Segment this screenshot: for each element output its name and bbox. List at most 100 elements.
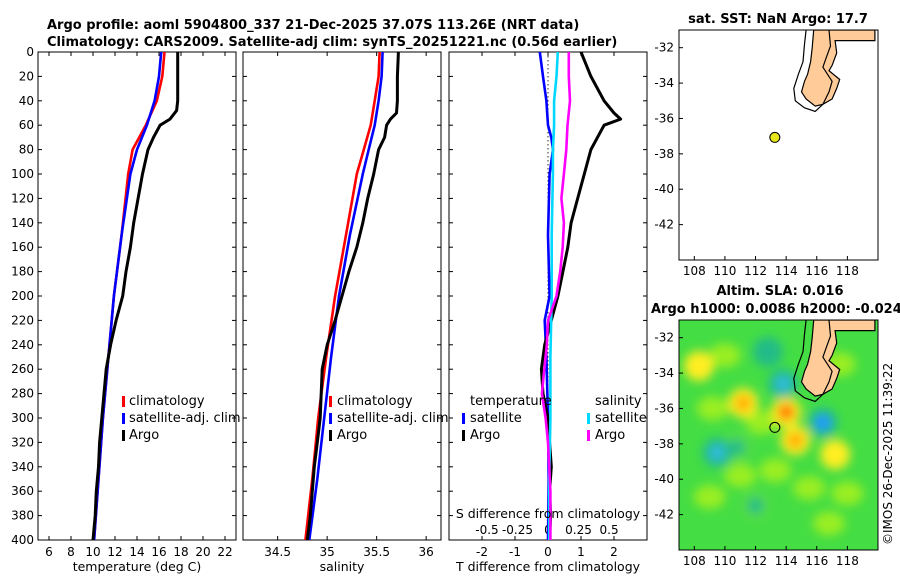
sla-feature-core: [827, 446, 844, 463]
x-tick-label: -2: [476, 545, 488, 559]
y-tick-label-depth: 60: [19, 118, 34, 132]
y-tick-label-depth: 380: [11, 509, 34, 523]
x-tick-label: 20: [195, 545, 210, 559]
y-tick-label-depth: 300: [11, 411, 34, 425]
y-tick-label-depth: 360: [11, 484, 34, 498]
sla-field-patch: [708, 343, 741, 368]
x-tick-label: 34.5: [264, 545, 291, 559]
s-diff-tick-label: 0.5: [600, 523, 619, 537]
figure-title-line2: Climatology: CARS2009. Satellite-adj cli…: [47, 35, 617, 50]
legend-swatch-s-argo: [587, 430, 590, 441]
y-tick-label-depth: 400: [11, 533, 34, 547]
legend-label-s-satellite: satellite: [595, 411, 647, 426]
sst-land-australia: [800, 30, 876, 107]
y-tick-label-depth: 80: [19, 143, 34, 157]
t-difference-xlabel: T difference from climatology: [455, 559, 641, 574]
temperature-panel: 6 8 10 12 14 16 18 20 22020406080100120140160180…: [11, 45, 241, 574]
legend-swatch-argo: [122, 430, 125, 441]
legend-swatch-t-satellite: [462, 413, 465, 424]
legend-label-climatology: climatology: [337, 394, 413, 409]
s-diff-tick-label: -0.5: [475, 523, 498, 537]
legend-swatch-s-satellite: [587, 413, 590, 424]
imos-timestamp: ©IMOS 26-Dec-2025 11:39:22: [881, 363, 895, 545]
s-difference-xlabel: S difference from climatology: [456, 506, 641, 521]
sla-field-patch: [724, 463, 757, 488]
sla-feature-core: [778, 404, 795, 420]
sla-field-patch: [813, 511, 846, 536]
y-tick-label-depth: 280: [11, 387, 34, 401]
map-x-tick-label: 118: [836, 264, 859, 278]
map-y-tick-label: -38: [654, 147, 674, 161]
x-tick-label: 0: [544, 545, 552, 559]
y-tick-label-depth: 120: [11, 191, 34, 205]
x-tick-label: 10: [85, 545, 100, 559]
map-x-tick-label: 118: [836, 554, 859, 568]
sla-field-patch: [693, 484, 726, 509]
map-y-tick-label: -34: [654, 76, 674, 90]
s-diff-tick-label: -0.25: [502, 523, 533, 537]
y-tick-label-depth: 20: [19, 69, 34, 83]
map-x-tick-label: 114: [775, 554, 798, 568]
map-y-tick-label: -36: [654, 401, 674, 415]
y-tick-label-depth: 220: [11, 313, 34, 327]
y-tick-label-depth: 140: [11, 216, 34, 230]
legend-label-t-argo: Argo: [470, 428, 500, 443]
series-line-t-satellite: [538, 52, 555, 540]
legend-label-t-satellite: satellite: [470, 411, 522, 426]
map-x-tick-label: 112: [744, 554, 767, 568]
sla-feature-core: [709, 444, 726, 461]
x-tick-label: 22: [217, 545, 232, 559]
legend-label-argo: Argo: [129, 428, 159, 443]
map-y-tick-label: -32: [654, 41, 674, 55]
sla-feature-core: [759, 343, 776, 360]
sla-coastline-offset: [793, 320, 833, 403]
map-x-tick-label: 112: [744, 264, 767, 278]
y-tick-label-depth: 340: [11, 460, 34, 474]
sla-feature-core: [747, 497, 764, 514]
legend-swatch-satellite-adj: [329, 413, 332, 424]
sst-map-background: [679, 30, 878, 260]
temperature-xlabel: temperature (deg C): [73, 559, 202, 574]
salinity-panel: 34.5 35 35.5 36 climatology satellite-adj. …: [242, 51, 449, 574]
sla-field-patch: [831, 481, 864, 506]
x-tick-label: 16: [151, 545, 166, 559]
map-y-tick-label: -40: [654, 182, 674, 196]
map-y-tick-label: -42: [654, 218, 674, 232]
legend-title-temperature: temperature: [470, 394, 552, 409]
sla-map-panel: Altim. SLA: 0.016 Argo h1000: 0.0086 h20…: [651, 284, 900, 568]
map-x-tick-label: 110: [713, 554, 736, 568]
sla-feature-core: [814, 414, 831, 431]
y-tick-label-depth: 100: [11, 167, 34, 181]
map-y-tick-label: -38: [654, 437, 674, 451]
legend-label-argo: Argo: [337, 428, 367, 443]
map-y-tick-label: -34: [654, 366, 674, 380]
legend-label-satellite-adj: satellite-adj. clim: [129, 411, 241, 426]
sst-map-frame: [678, 29, 879, 261]
series-line-s-argo: [540, 52, 572, 540]
sst-map-title: sat. SST: NaN Argo: 17.7: [688, 12, 868, 27]
sla-feature-core: [775, 375, 792, 392]
legend-swatch-t-argo: [462, 430, 465, 441]
x-tick-label: 6: [45, 545, 53, 559]
sla-feature-core: [690, 358, 707, 374]
x-tick-label: 2: [610, 545, 618, 559]
legend-swatch-argo: [329, 430, 332, 441]
legend-label-satellite-adj: satellite-adj. clim: [337, 411, 449, 426]
y-tick-label-depth: 180: [11, 265, 34, 279]
map-x-tick-label: 108: [683, 554, 706, 568]
difference-panel: -2 -1 0 1 2-0.5 -0.25 0 0.25 0.5 temperature sat…: [448, 51, 648, 574]
x-tick-label: 14: [129, 545, 144, 559]
x-tick-label: 18: [173, 545, 188, 559]
legend-title-salinity: salinity: [595, 394, 642, 409]
legend-label-climatology: climatology: [129, 394, 205, 409]
y-tick-label-depth: 260: [11, 362, 34, 376]
sla-land-australia: [800, 320, 876, 397]
map-x-tick-label: 116: [805, 554, 828, 568]
x-tick-label: 1: [577, 545, 585, 559]
legend-swatch-climatology: [329, 396, 332, 407]
y-tick-label-depth: 240: [11, 338, 34, 352]
temperature-axes-box: [37, 51, 237, 541]
y-tick-label-depth: 40: [19, 94, 34, 108]
salinity-xlabel: salinity: [320, 559, 365, 574]
map-y-tick-label: -40: [654, 472, 674, 486]
